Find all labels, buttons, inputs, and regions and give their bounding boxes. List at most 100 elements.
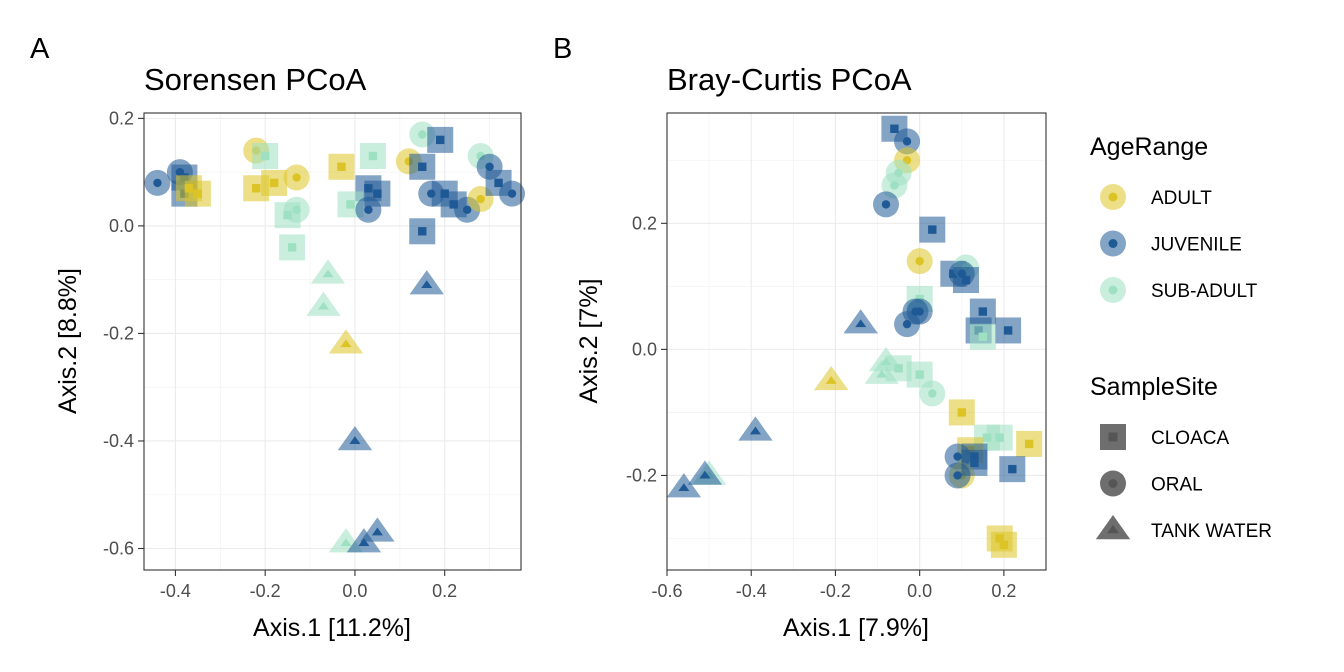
- x-tick-label: 0.2: [991, 581, 1016, 601]
- point-inner-square: [260, 151, 270, 161]
- data-point: [738, 416, 773, 441]
- point-inner-square: [418, 162, 427, 171]
- point-inner-triangle: [699, 470, 711, 479]
- panel-b-ticks: -0.6 -0.4 -0.2 0.0 0.2 -0.2 0.0 0.2: [626, 213, 1016, 601]
- point-inner-circle: [953, 452, 962, 461]
- point-inner-circle: [364, 205, 373, 214]
- data-point: [364, 180, 391, 207]
- point-inner-circle: [902, 137, 912, 146]
- panel-b-y-axis-title: Axis.2 [7%]: [575, 278, 603, 403]
- point-inner-square: [894, 364, 903, 373]
- data-point: [283, 196, 310, 223]
- data-point: [814, 365, 849, 391]
- x-tick-label: -0.4: [160, 581, 191, 601]
- point-inner-square: [269, 178, 279, 188]
- panel-b: B Bray-Curtis PCoA -0.6 -0.4 -0.2 0.0 0.2-0.…: [553, 33, 1047, 642]
- data-point: [919, 380, 946, 407]
- point-inner-triangle: [678, 483, 690, 492]
- panel-b-border: [666, 112, 1047, 571]
- data-point: [328, 329, 364, 354]
- point-inner-circle: [928, 389, 937, 398]
- panel-b-x-axis-title: Axis.1 [7.9%]: [783, 614, 929, 642]
- data-point: [144, 169, 171, 196]
- point-inner-triangle: [876, 369, 888, 378]
- point-inner-square: [999, 540, 1009, 549]
- point-inner-triangle: [358, 538, 370, 547]
- point-inner-square: [970, 458, 979, 468]
- data-point: [252, 143, 279, 170]
- data-point: [184, 180, 211, 207]
- panel-a-points: [144, 121, 526, 553]
- data-point: [961, 449, 988, 476]
- point-inner-square: [978, 307, 988, 316]
- data-point: [952, 267, 979, 294]
- x-tick-label: -0.4: [736, 581, 767, 601]
- data-point: [990, 531, 1017, 558]
- legend-key-circle: [1100, 470, 1126, 497]
- legend-samplesite-title: SampleSite: [1090, 373, 1218, 401]
- x-tick-label: -0.2: [250, 581, 281, 601]
- y-tick-label: -0.2: [626, 465, 657, 485]
- point-inner-square: [193, 189, 203, 198]
- data-point: [359, 143, 386, 170]
- legend-agerange-keys: ADULT JUVENILE SUB-ADULT: [1100, 184, 1258, 303]
- point-inner-triangle: [349, 436, 361, 444]
- panel-a-border: [143, 112, 522, 571]
- legend-key-square: [1100, 424, 1126, 450]
- point-inner-square: [1003, 326, 1013, 335]
- point-inner-square: [890, 124, 899, 133]
- data-point: [894, 128, 921, 155]
- panel-a-tag: A: [30, 33, 50, 65]
- legend-label: TANK WATER: [1151, 521, 1272, 542]
- data-point: [864, 359, 899, 384]
- point-inner-square: [368, 151, 378, 161]
- data-point: [409, 270, 444, 295]
- data-point: [995, 317, 1022, 344]
- data-point: [969, 323, 996, 350]
- y-tick-label: -0.4: [103, 431, 134, 451]
- point-inner-triangle: [421, 280, 433, 289]
- point-inner-circle: [1108, 239, 1118, 248]
- point-inner-triangle: [855, 319, 867, 328]
- point-inner-square: [252, 184, 261, 193]
- point-inner-triangle: [825, 376, 837, 384]
- point-inner-square: [449, 200, 458, 209]
- panel-a-title: Sorensen PCoA: [144, 62, 367, 97]
- data-point: [499, 180, 526, 207]
- data-point: [919, 216, 946, 243]
- data-point: [279, 234, 306, 261]
- point-inner-square: [418, 227, 427, 236]
- point-inner-square: [1008, 464, 1017, 474]
- point-inner-square: [1108, 432, 1118, 442]
- point-inner-square: [961, 275, 971, 285]
- legend-label: ADULT: [1151, 188, 1212, 209]
- data-point: [306, 291, 341, 316]
- point-inner-circle: [902, 319, 912, 329]
- point-inner-square: [978, 332, 988, 341]
- point-inner-triangle: [340, 538, 352, 547]
- y-tick-label: 0.0: [632, 339, 657, 359]
- y-tick-label: 0.2: [632, 213, 657, 233]
- point-inner-square: [995, 433, 1004, 442]
- point-inner-circle: [153, 178, 162, 188]
- point-inner-circle: [1108, 192, 1118, 202]
- panel-a-y-axis-title: Axis.2 [8.8%]: [54, 268, 82, 414]
- point-inner-triangle: [749, 426, 761, 435]
- point-inner-square: [915, 370, 924, 379]
- panel-a: A Sorensen PCoA -0.4 -0.2 0.0 0.2-0.6-0.4-0…: [30, 33, 526, 642]
- data-point: [409, 218, 436, 245]
- data-point: [337, 426, 373, 451]
- point-inner-circle: [881, 200, 891, 209]
- point-inner-square: [287, 243, 297, 252]
- legend: AgeRange ADULT JUVENILE SUB-ADULT SampleSi…: [1090, 133, 1272, 542]
- x-tick-label: 0.0: [342, 581, 367, 601]
- data-point: [894, 311, 921, 338]
- data-point: [843, 309, 878, 334]
- panel-a-ticks: -0.4 -0.2 0.0 0.2 -0.6 -0.4 -0.2 0.0 0.2: [103, 108, 457, 601]
- legend-key-triangle: [1095, 515, 1131, 540]
- legend-label: SUB-ADULT: [1151, 281, 1258, 302]
- point-inner-circle: [485, 162, 494, 171]
- point-inner-circle: [292, 205, 301, 214]
- data-point: [948, 399, 975, 426]
- point-inner-square: [337, 162, 346, 171]
